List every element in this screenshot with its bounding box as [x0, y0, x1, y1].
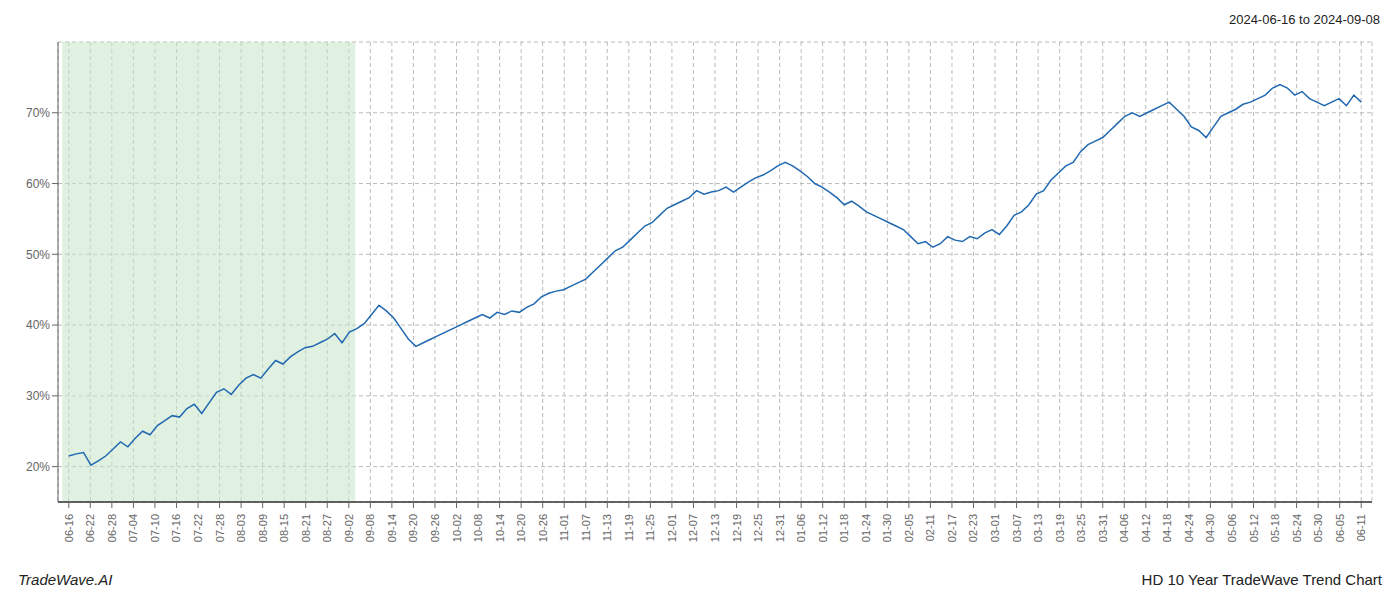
svg-text:05-30: 05-30: [1312, 514, 1324, 542]
svg-text:01-30: 01-30: [881, 514, 893, 542]
svg-text:40%: 40%: [26, 318, 50, 332]
svg-text:07-16: 07-16: [170, 514, 182, 542]
svg-text:03-19: 03-19: [1054, 514, 1066, 542]
svg-text:03-01: 03-01: [989, 514, 1001, 542]
svg-text:08-27: 08-27: [321, 514, 333, 542]
svg-text:02-05: 02-05: [903, 514, 915, 542]
svg-text:60%: 60%: [26, 177, 50, 191]
svg-text:06-05: 06-05: [1334, 514, 1346, 542]
svg-text:09-26: 09-26: [429, 514, 441, 542]
svg-text:01-24: 01-24: [860, 514, 872, 542]
svg-text:11-13: 11-13: [601, 514, 613, 541]
svg-text:04-06: 04-06: [1118, 514, 1130, 542]
svg-text:20%: 20%: [26, 460, 50, 474]
svg-text:09-02: 09-02: [343, 514, 355, 542]
svg-text:12-19: 12-19: [731, 514, 743, 542]
svg-text:12-25: 12-25: [752, 514, 764, 542]
svg-text:10-26: 10-26: [537, 514, 549, 542]
svg-text:12-13: 12-13: [709, 514, 721, 542]
svg-text:06-22: 06-22: [84, 514, 96, 542]
svg-text:03-07: 03-07: [1011, 514, 1023, 542]
svg-text:11-07: 11-07: [580, 514, 592, 541]
svg-text:04-24: 04-24: [1183, 514, 1195, 542]
svg-text:06-16: 06-16: [63, 514, 75, 542]
svg-text:03-25: 03-25: [1075, 514, 1087, 542]
svg-text:70%: 70%: [26, 106, 50, 120]
svg-text:07-04: 07-04: [127, 514, 139, 542]
svg-text:11-19: 11-19: [623, 514, 635, 541]
svg-text:03-31: 03-31: [1097, 514, 1109, 542]
svg-text:06-28: 06-28: [106, 514, 118, 542]
svg-text:07-10: 07-10: [149, 514, 161, 542]
svg-text:10-20: 10-20: [515, 514, 527, 542]
svg-text:01-06: 01-06: [795, 514, 807, 542]
svg-text:12-07: 12-07: [687, 514, 699, 542]
svg-text:08-03: 08-03: [235, 514, 247, 542]
html-text:HD 10 Year TradeWave Trend Cha: HD 10 Year TradeWave Trend Chart: [1141, 571, 1382, 588]
svg-text:08-15: 08-15: [278, 514, 290, 542]
svg-text:01-12: 01-12: [817, 514, 829, 542]
svg-text:01-18: 01-18: [838, 514, 850, 542]
svg-text:05-12: 05-12: [1248, 514, 1260, 542]
svg-text:02-17: 02-17: [946, 514, 958, 542]
svg-text:11-01: 11-01: [558, 514, 570, 541]
svg-text:08-09: 08-09: [257, 514, 269, 542]
svg-text:50%: 50%: [26, 248, 50, 262]
svg-text:08-21: 08-21: [300, 514, 312, 542]
svg-text:07-28: 07-28: [214, 514, 226, 542]
svg-text:06-11: 06-11: [1355, 514, 1367, 541]
svg-text:10-14: 10-14: [494, 514, 506, 542]
svg-text:09-20: 09-20: [407, 514, 419, 542]
svg-text:30%: 30%: [26, 389, 50, 403]
svg-text:05-24: 05-24: [1291, 514, 1303, 542]
html-text:2024-06-16 to 2024-09-08: 2024-06-16 to 2024-09-08: [1228, 12, 1380, 27]
svg-text:04-30: 04-30: [1204, 514, 1216, 542]
svg-text:02-11: 02-11: [924, 514, 936, 541]
svg-text:10-08: 10-08: [472, 514, 484, 542]
svg-text:09-14: 09-14: [386, 514, 398, 542]
svg-text:11-25: 11-25: [644, 514, 656, 541]
svg-text:05-06: 05-06: [1226, 514, 1238, 542]
svg-text:10-02: 10-02: [451, 514, 463, 542]
svg-text:07-22: 07-22: [192, 514, 204, 542]
svg-text:04-18: 04-18: [1161, 514, 1173, 542]
html-text:TradeWave.AI: TradeWave.AI: [18, 571, 113, 588]
svg-text:12-01: 12-01: [666, 514, 678, 542]
svg-text:02-23: 02-23: [967, 514, 979, 542]
svg-text:04-12: 04-12: [1140, 514, 1152, 542]
svg-text:03-13: 03-13: [1032, 514, 1044, 542]
svg-text:12-31: 12-31: [774, 514, 786, 542]
svg-text:05-18: 05-18: [1269, 514, 1281, 542]
svg-text:09-08: 09-08: [364, 514, 376, 542]
